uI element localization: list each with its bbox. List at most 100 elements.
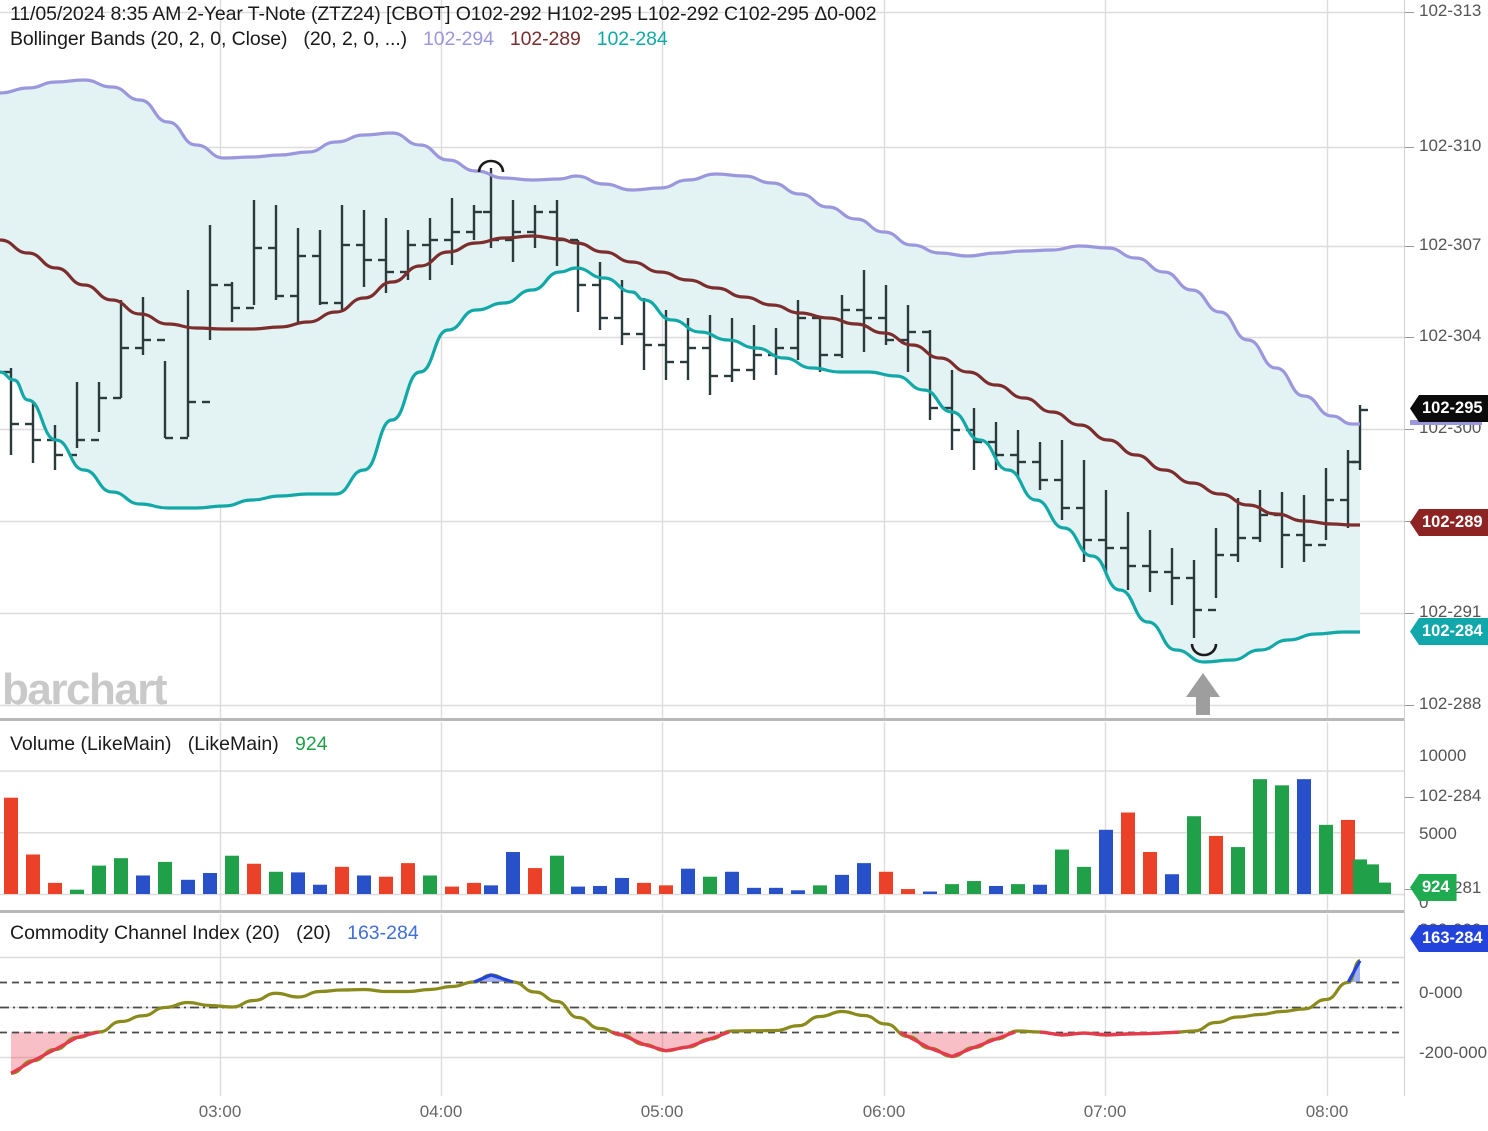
price-axis-tick — [1405, 521, 1414, 522]
price-axis-tick — [1405, 246, 1414, 247]
time-axis-label: 03:00 — [198, 1102, 242, 1121]
ohlc-bar — [224, 282, 240, 322]
volume-bar — [967, 881, 981, 894]
main-legend-text: 11/05/2024 8:35 AM 2-Year T-Note (ZTZ24)… — [10, 3, 877, 25]
volume-bar — [1319, 824, 1333, 894]
ohlc-bar — [135, 297, 151, 355]
volume-bar — [813, 885, 827, 894]
volume-last-badge[interactable]: 924 — [1410, 874, 1457, 901]
volume-bar — [1055, 849, 1069, 894]
cci-gridlines — [0, 914, 1404, 1096]
price-axis-tick — [1405, 147, 1414, 148]
volume-bar — [247, 863, 261, 894]
ohlc-bar — [91, 382, 107, 442]
ohlc-bar — [1032, 442, 1048, 490]
bollinger-lower-badge[interactable]: 102-284 — [1410, 618, 1488, 645]
volume-bar — [1099, 829, 1113, 894]
ohlc-bar — [658, 310, 674, 380]
ohlc-bar — [790, 300, 806, 360]
price-axis-label: 102-310 — [1419, 136, 1482, 155]
volume-axis-label: 5000 — [1419, 824, 1457, 843]
volume-bar — [423, 875, 437, 894]
volume-bar — [1275, 785, 1289, 894]
up-arrow-annotation-icon — [1186, 673, 1220, 715]
ohlc-bar — [378, 218, 394, 293]
right-price-axis[interactable]: 102-313 102-310 102-307 102-304 102-300 102-2… — [1404, 0, 1488, 1096]
volume-bar — [681, 868, 695, 894]
volume-bar — [528, 868, 542, 894]
last-price-badge[interactable]: 102-295 — [1410, 395, 1488, 422]
ohlc-bar — [466, 205, 482, 240]
volume-bar — [1033, 884, 1047, 894]
ohlc-bar — [157, 338, 173, 440]
volume-bar — [835, 874, 849, 894]
panel-separator-volume-cci — [0, 910, 1404, 913]
volume-bar — [550, 855, 564, 894]
volume-bar — [791, 890, 805, 894]
volume-bar — [357, 875, 371, 894]
volume-bar — [571, 886, 585, 894]
volume-bar — [114, 858, 128, 894]
ohlc-bar — [422, 218, 438, 280]
price-axis-label: 102-313 — [1419, 1, 1482, 20]
cci-axis-label: 0-000 — [1419, 983, 1463, 1002]
cci-chart-panel[interactable] — [0, 914, 1404, 1096]
time-axis-label: 07:00 — [1083, 1102, 1127, 1121]
volume-bar — [1143, 852, 1157, 894]
cci-legend[interactable]: Commodity Channel Index (20) (20) 163-28… — [10, 922, 419, 945]
volume-bar — [401, 863, 415, 894]
volume-bar — [203, 873, 217, 894]
volume-bar — [269, 871, 283, 894]
ohlc-bar — [1252, 490, 1268, 542]
ohlc-bar — [1186, 560, 1202, 638]
bottom-time-axis[interactable]: 03:00 04:00 05:00 06:00 07:00 08:00 — [0, 1096, 1404, 1131]
ohlc-bar — [1318, 468, 1334, 547]
price-axis-tick — [1405, 889, 1414, 890]
ohlc-bar — [1142, 530, 1158, 592]
volume-bar — [181, 879, 195, 894]
ohlc-bar — [25, 402, 41, 463]
bollinger-lower-line — [0, 266, 1360, 664]
price-chart-panel[interactable] — [0, 0, 1404, 718]
ohlc-bar — [1208, 528, 1224, 612]
price-axis-label: 102-304 — [1419, 326, 1482, 345]
volume-bar — [379, 876, 393, 894]
volume-bar — [1297, 779, 1311, 894]
volume-chart-panel[interactable] — [0, 722, 1404, 910]
time-axis-label: 08:00 — [1305, 1102, 1349, 1121]
ohlc-bar — [570, 238, 586, 312]
ohlc-bar — [246, 200, 262, 310]
volume-bar — [747, 887, 761, 894]
price-axis-label: 102-284 — [1419, 786, 1482, 805]
ohlc-bar — [1120, 512, 1136, 590]
ohlc-bar — [878, 285, 894, 345]
ohlc-bar — [1164, 548, 1180, 605]
volume-axis-label: 10000 — [1419, 746, 1467, 765]
volume-bar — [989, 885, 1003, 894]
price-chart-svg — [0, 0, 1404, 718]
volume-legend[interactable]: Volume (LikeMain) (LikeMain) 924 — [10, 733, 328, 756]
ohlc-bar — [180, 290, 196, 440]
ohlc-bar — [746, 325, 762, 380]
cci-axis-label: -200-000 — [1419, 1043, 1488, 1062]
ohlc-bar — [922, 330, 938, 420]
cci-last-badge[interactable]: 163-284 — [1410, 925, 1488, 952]
volume-bar — [1165, 874, 1179, 894]
bollinger-mid-badge[interactable]: 102-289 — [1410, 509, 1488, 536]
ohlc-bar — [856, 270, 872, 352]
high-marker-arc-icon — [477, 159, 505, 173]
price-axis-label: 102-288 — [1419, 694, 1482, 713]
volume-bar — [923, 891, 937, 894]
price-axis-tick — [1405, 613, 1414, 614]
volume-bar — [445, 886, 459, 894]
price-badge-underline — [1410, 420, 1482, 425]
volume-bar — [4, 797, 18, 894]
volume-title: Volume (LikeMain) — [10, 733, 172, 755]
low-marker-arc-icon — [1190, 643, 1218, 657]
cci-overbought-fill — [474, 960, 1360, 982]
volume-params: (LikeMain) — [187, 733, 279, 755]
bollinger-legend[interactable]: Bollinger Bands (20, 2, 0, Close) (20, 2… — [10, 28, 668, 51]
volume-bar — [659, 885, 673, 894]
ohlc-bar — [614, 280, 630, 345]
